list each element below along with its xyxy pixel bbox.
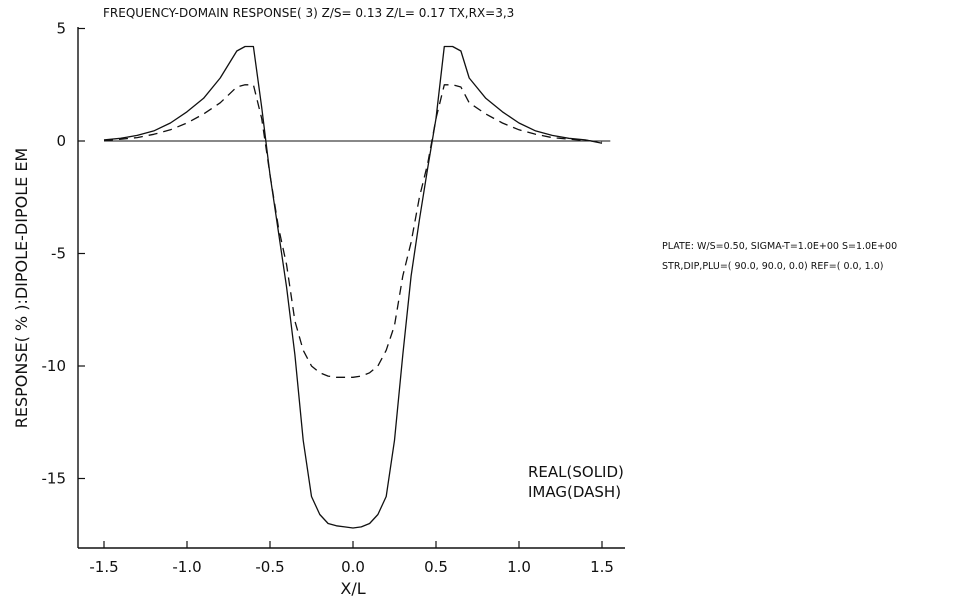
y-tick-label: 5 [56,20,66,38]
x-tick-label: 1.0 [507,558,531,576]
chart-title: FREQUENCY-DOMAIN RESPONSE( 3) Z/S= 0.13 … [103,6,514,20]
y-tick-label: -5 [51,245,66,263]
x-tick-label: -0.5 [255,558,284,576]
y-tick-label: -10 [42,357,67,375]
x-tick-label: 0.0 [341,558,365,576]
y-tick-label: -15 [42,470,67,488]
plate-note-line-2: STR,DIP,PLU=( 90.0, 90.0, 0.0) REF=( 0.0… [662,261,883,272]
x-tick-label: -1.0 [172,558,201,576]
ticks-layer: -1.5 -1.0 -0.5 0.0 0.5 1.0 1.5 5 0 -5 -10 -15 [42,20,614,577]
x-tick-label: 1.5 [590,558,614,576]
legend-real: REAL(SOLID) [528,463,624,481]
plate-note-line-1: PLATE: W/S=0.50, SIGMA-T=1.0E+00 S=1.0E+… [662,241,897,252]
x-axis-label: X/L [340,579,365,598]
series-layer [103,45,611,529]
y-tick-label: 0 [56,132,66,150]
x-tick-label: 0.5 [424,558,448,576]
legend-imag: IMAG(DASH) [528,483,621,501]
series-line-real [103,45,603,529]
series-line-imag [103,84,603,378]
x-tick-label: -1.5 [89,558,118,576]
y-axis-label: RESPONSE( % ):DIPOLE-DIPOLE EM [12,148,31,429]
